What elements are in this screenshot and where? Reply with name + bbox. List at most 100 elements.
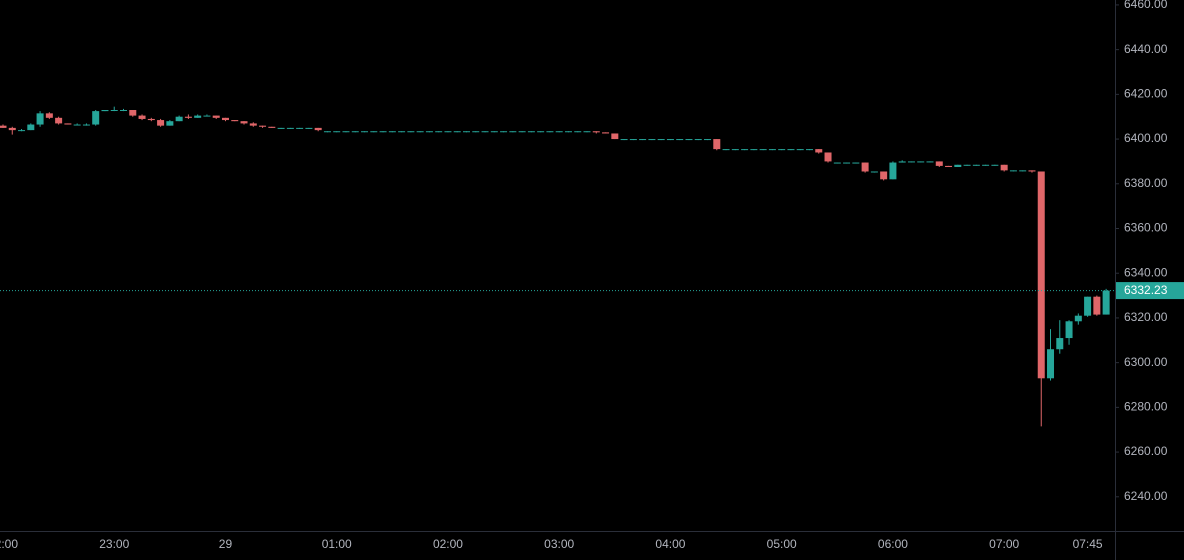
candle-body — [1047, 349, 1055, 379]
candle-body — [555, 131, 563, 133]
candle-body — [796, 149, 804, 151]
candle-body — [157, 120, 165, 126]
candle-body — [982, 164, 990, 166]
candle-body — [221, 117, 229, 121]
candle-body — [398, 131, 406, 133]
candle-body — [416, 131, 424, 133]
candle-body — [249, 123, 257, 126]
candle-body — [787, 149, 795, 151]
candle-body — [889, 162, 897, 180]
candle-body — [147, 118, 155, 121]
candle-body — [852, 162, 860, 164]
candle-body — [101, 110, 109, 112]
candle-body — [639, 139, 647, 141]
candle-body — [972, 164, 980, 166]
candle-body — [907, 161, 915, 163]
candle-body — [527, 131, 535, 133]
candle-body — [546, 131, 554, 133]
candle-body — [564, 131, 572, 133]
candle-body — [1056, 338, 1064, 350]
candle-body — [333, 131, 341, 133]
last-price-badge — [1116, 282, 1184, 300]
candle-body — [73, 124, 81, 126]
candle-body — [1093, 296, 1101, 315]
candle-body — [45, 113, 53, 118]
candle-body — [741, 149, 749, 151]
y-tick-label: 6400.00 — [1124, 131, 1168, 145]
candle-body — [759, 149, 767, 151]
candle-body — [27, 124, 35, 131]
y-tick-label: 6420.00 — [1124, 87, 1168, 101]
candle-body — [203, 115, 211, 117]
candle-body — [407, 131, 415, 133]
x-tick-label: 02:00 — [433, 537, 463, 551]
candle-body — [110, 110, 118, 112]
candle-body — [648, 139, 656, 141]
candle-body — [361, 131, 369, 133]
candle-body — [657, 139, 665, 141]
candle-body — [268, 126, 276, 128]
candle-body — [750, 149, 758, 151]
candle-body — [833, 162, 841, 164]
candle-body — [685, 139, 693, 141]
x-tick-label: 06:00 — [878, 537, 908, 551]
x-tick-label: 07:45 — [1073, 537, 1103, 551]
candle-body — [18, 130, 26, 132]
candle-body — [805, 149, 813, 151]
x-tick-label: 01:00 — [322, 537, 352, 551]
candle-body — [704, 139, 712, 141]
y-tick-label: 6360.00 — [1124, 221, 1168, 235]
x-tick-label: 07:00 — [989, 537, 1019, 551]
candle-body — [286, 127, 294, 129]
candle-body — [55, 117, 63, 124]
x-tick-label: 03:00 — [544, 537, 574, 551]
candle-body — [1028, 170, 1036, 172]
candle-body — [713, 139, 721, 150]
candle-body — [138, 115, 146, 119]
candle-body — [861, 162, 869, 172]
candle-body — [1084, 296, 1092, 316]
candle-body — [611, 133, 619, 140]
candle-body — [0, 125, 7, 128]
candle-body — [388, 131, 396, 133]
candle-body — [259, 125, 267, 127]
candle-body — [694, 139, 702, 141]
candle-body — [435, 131, 443, 133]
candle-body — [768, 149, 776, 151]
candle-body — [166, 121, 174, 126]
candle-body — [481, 131, 489, 133]
plot-area — [0, 106, 1110, 427]
x-tick-label: 22:00 — [0, 537, 18, 551]
candle-body — [880, 171, 888, 180]
y-tick-label: 6240.00 — [1124, 489, 1168, 503]
last-price-label: 6332.23 — [1124, 283, 1168, 297]
candle-body — [323, 131, 331, 133]
candle-body — [824, 152, 832, 162]
candle-body — [370, 131, 378, 133]
candle-body — [620, 139, 628, 141]
candle-body — [629, 139, 637, 141]
y-tick-label: 6280.00 — [1124, 400, 1168, 414]
y-tick-label: 6340.00 — [1124, 265, 1168, 279]
candle-body — [954, 164, 962, 168]
candle-body — [676, 139, 684, 141]
candle-body — [574, 131, 582, 133]
x-tick-label: 05:00 — [767, 537, 797, 551]
candle-body — [453, 131, 461, 133]
candle-body — [1074, 315, 1082, 322]
y-tick-label: 6460.00 — [1124, 0, 1168, 11]
candle-body — [1019, 170, 1027, 172]
candle-body — [490, 131, 498, 133]
candle-body — [277, 127, 285, 129]
candle-body — [731, 149, 739, 151]
candle-body — [963, 164, 971, 166]
candle-body — [351, 131, 359, 133]
candle-body — [583, 131, 591, 133]
y-tick-label: 6300.00 — [1124, 355, 1168, 369]
candle-body — [231, 120, 239, 122]
y-tick-label: 6260.00 — [1124, 444, 1168, 458]
candle-body — [472, 131, 480, 133]
candle-body — [212, 115, 220, 118]
candle-body — [175, 116, 183, 122]
